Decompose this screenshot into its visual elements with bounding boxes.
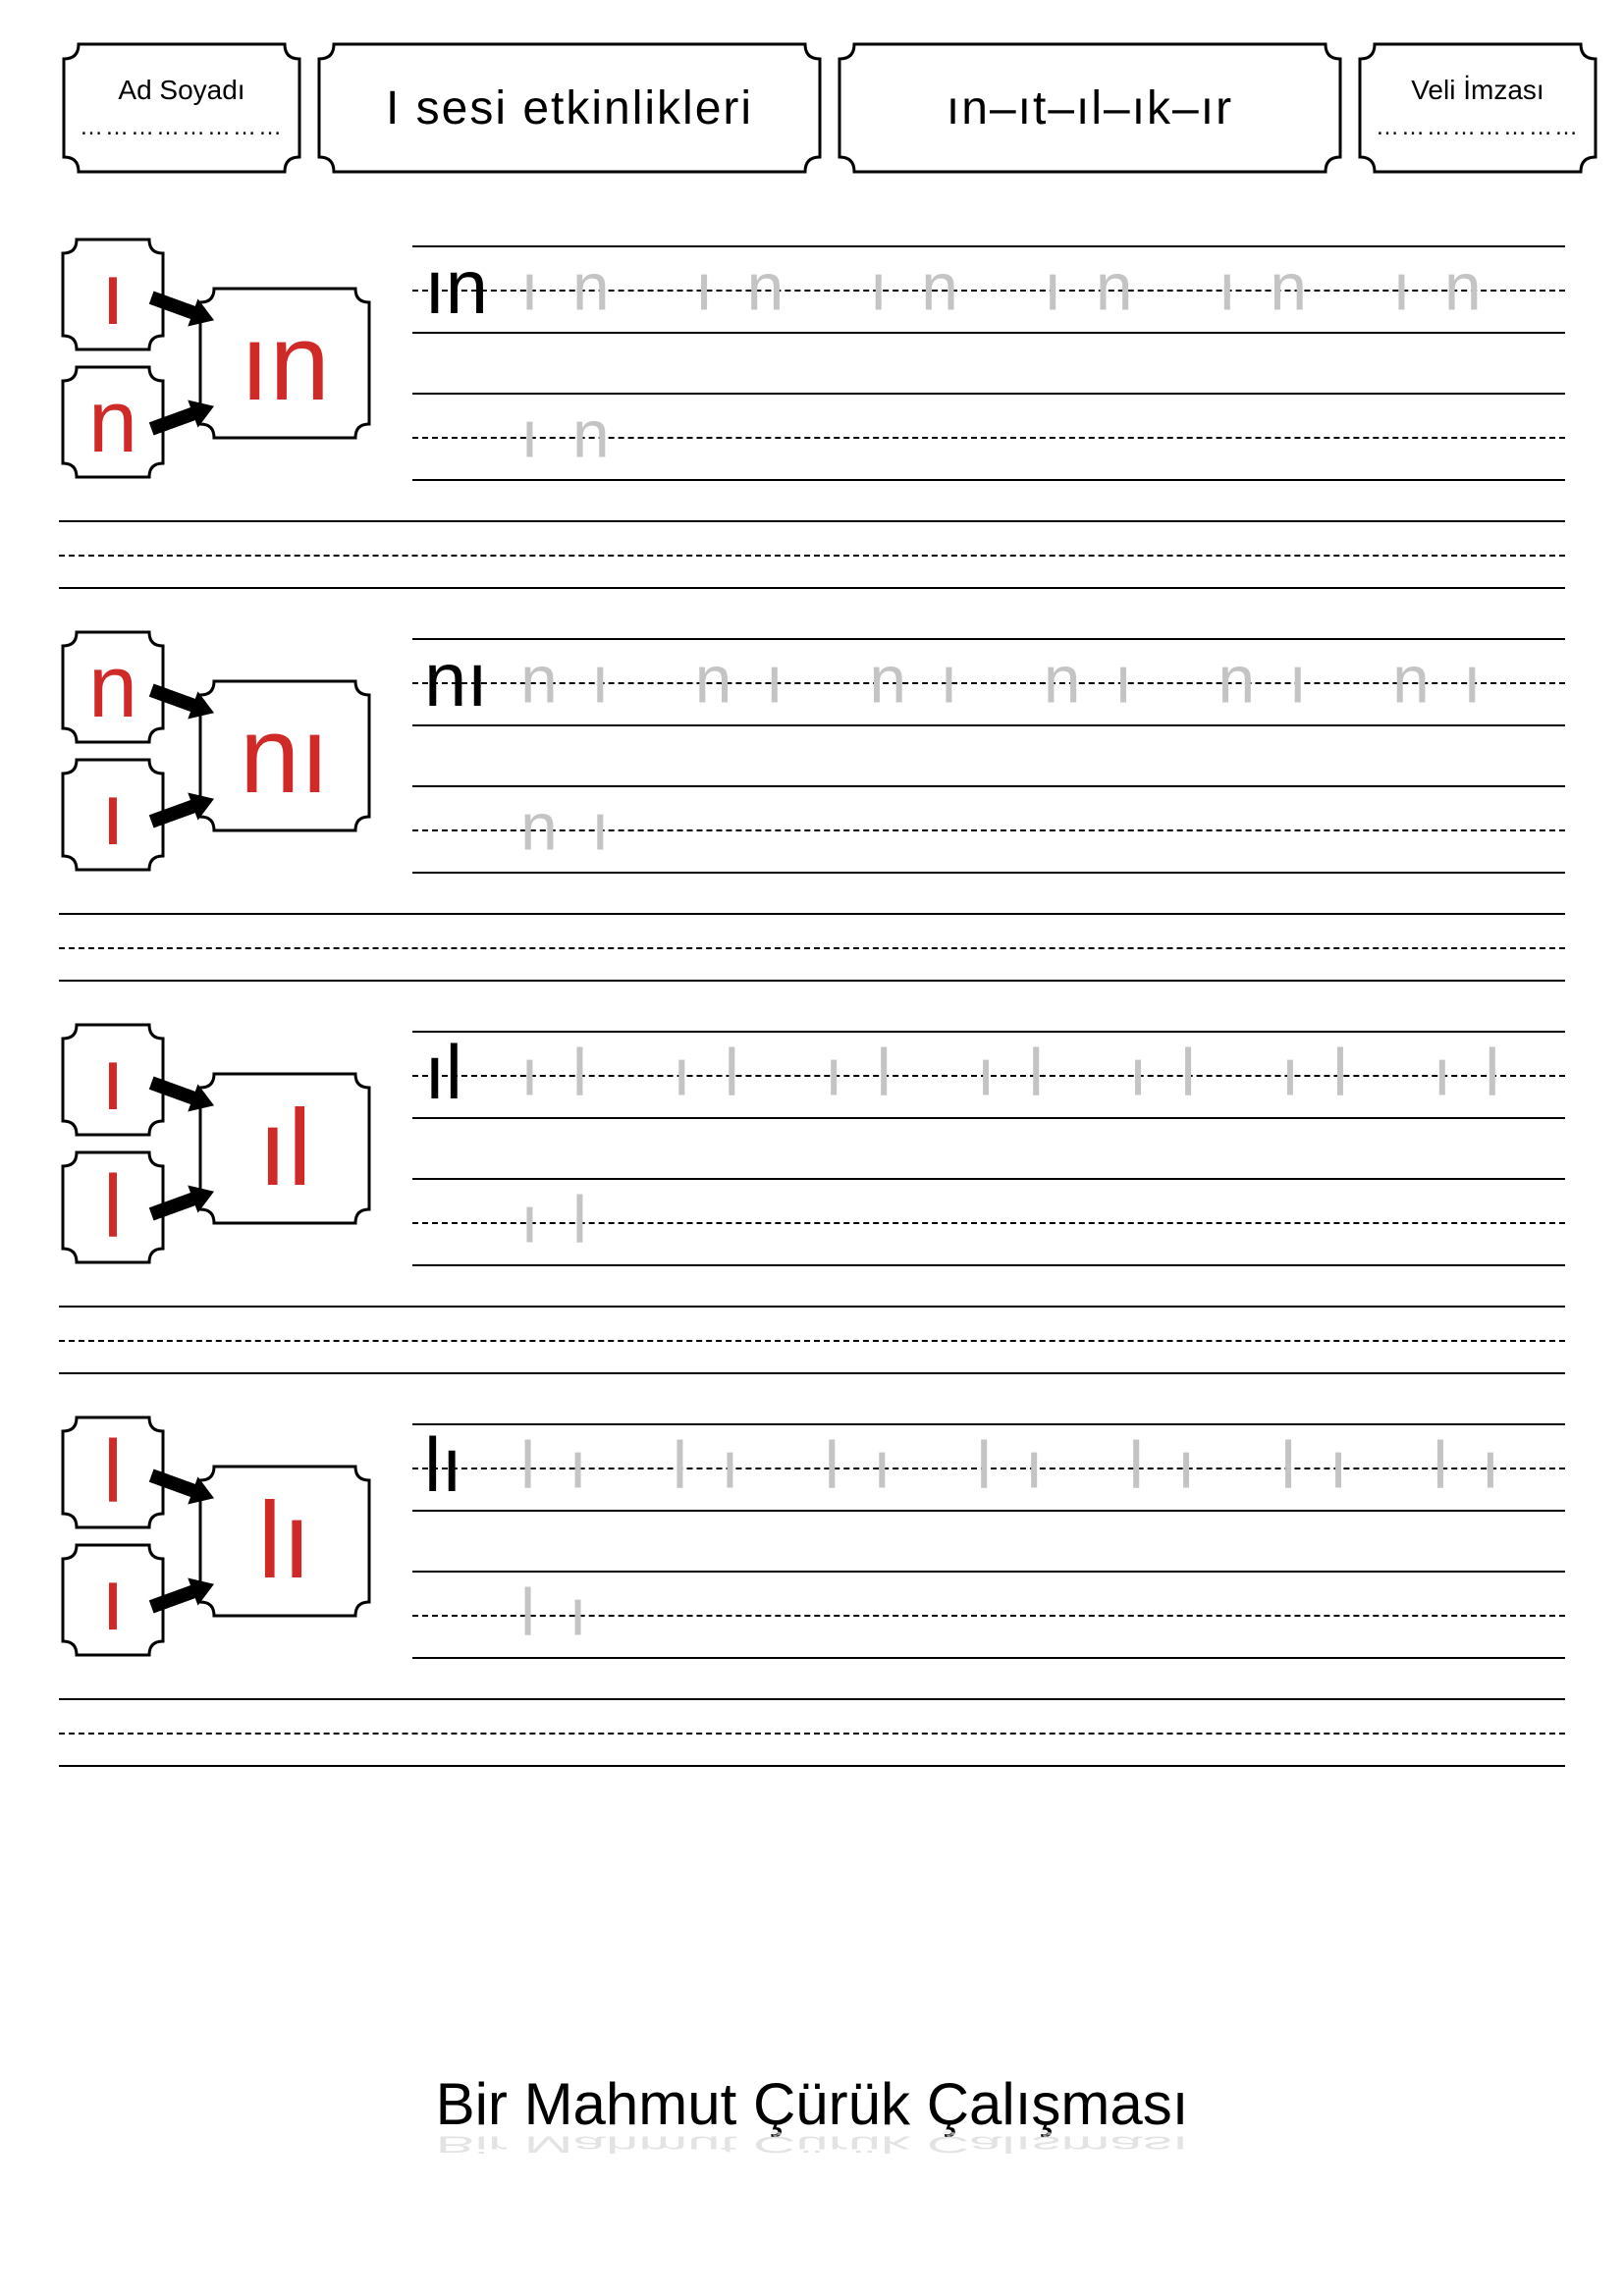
writing-trace: ın	[520, 400, 1555, 467]
combiner-result-box: ın	[196, 285, 373, 442]
letter-combiner: n ı nı	[59, 628, 373, 883]
footer: Bir Mahmut Çürük Çalışması Bir Mahmut Çü…	[0, 2070, 1624, 2178]
writing-trace: lı lı lı lı lı lı lı lı lı lı lı lı lı	[520, 1431, 1555, 1498]
writing-line: nı nı nı nı nı nı nı nı nı nı nı	[412, 638, 1565, 726]
footer-text: Bir Mahmut Çürük Çalışması	[0, 2070, 1624, 2138]
combiner-top-box: n	[59, 628, 167, 746]
combiner-result: nı	[196, 677, 373, 834]
writing-line-long	[59, 1306, 1565, 1374]
combiner-bottom-box: ı	[59, 756, 167, 874]
writing-lead: lı	[424, 1426, 462, 1503]
name-label: Ad Soyadı	[118, 75, 244, 106]
combiner-top-letter: l	[59, 1414, 167, 1531]
writing-column: nı nı nı nı nı nı nı nı nı nı nı nı	[412, 628, 1565, 883]
page-title: I sesi etkinlikleri	[386, 81, 753, 135]
combiner-top-letter: n	[59, 628, 167, 746]
writing-line-long	[59, 520, 1565, 589]
worksheet-section: l ı lı lı lı lı lı l	[59, 1414, 1565, 1767]
combiner-result-box: nı	[196, 677, 373, 834]
ticket-frame-icon	[1355, 39, 1600, 177]
page-subtitle: ın–ıt–ıl–ık–ır	[947, 81, 1233, 135]
writing-column: ın ın ın ın ın ın ın ın ın ın ın ın ın	[412, 236, 1565, 491]
combiner-bottom-letter: n	[59, 363, 167, 481]
writing-trace: lı	[520, 1578, 1555, 1645]
combiner-top-box: ı	[59, 236, 167, 353]
writing-line-long	[59, 913, 1565, 982]
writing-line: ıl ıl ıl ıl ıl ıl ıl ıl ıl ıl ıl ıl ıl ı…	[412, 1031, 1565, 1119]
combiner-result: ıl	[196, 1070, 373, 1227]
combiner-top-box: l	[59, 1414, 167, 1531]
writing-trace: ın ın ın ın ın ın ın ın ın ın ın	[520, 253, 1555, 320]
writing-column: lı lı lı lı lı lı lı lı lı lı lı lı lı l…	[412, 1414, 1565, 1669]
worksheet-section: n ı nı nı nı nı nı n	[59, 628, 1565, 982]
writing-line: lı	[412, 1571, 1565, 1659]
writing-line-long	[59, 1698, 1565, 1767]
combiner-bottom-box: ı	[59, 1541, 167, 1659]
combiner-result: ın	[196, 285, 373, 442]
combiner-result-box: ıl	[196, 1070, 373, 1227]
sign-label: Veli İmzası	[1411, 75, 1543, 106]
header-name-box: Ad Soyadı ……………………	[59, 39, 304, 177]
writing-line: ıl	[412, 1178, 1565, 1266]
header-sign-box: Veli İmzası ……………………	[1355, 39, 1600, 177]
footer-reflection: Bir Mahmut Çürük Çalışması	[0, 2131, 1624, 2159]
worksheet-section: ı l ıl ıl ıl ıl ıl ı	[59, 1021, 1565, 1374]
combiner-result: lı	[196, 1463, 373, 1620]
combiner-top-letter: ı	[59, 1021, 167, 1139]
writing-column: ıl ıl ıl ıl ıl ıl ıl ıl ıl ıl ıl ıl ıl ı…	[412, 1021, 1565, 1276]
writing-trace: ıl ıl ıl ıl ıl ıl ıl ıl ıl ıl ıl ıl ıl	[520, 1039, 1555, 1105]
header-strip: Ad Soyadı …………………… I sesi etkinlikleri ı…	[59, 39, 1565, 177]
writing-line: nı	[412, 785, 1565, 874]
letter-combiner: l ı lı	[59, 1414, 373, 1669]
letter-combiner: ı n ın	[59, 236, 373, 491]
header-title-box: I sesi etkinlikleri	[314, 39, 825, 177]
name-dots: ……………………	[80, 114, 284, 141]
combiner-result-box: lı	[196, 1463, 373, 1620]
writing-trace: nı	[520, 793, 1555, 860]
combiner-top-box: ı	[59, 1021, 167, 1139]
writing-line: ın	[412, 393, 1565, 481]
writing-lead: ın	[424, 248, 488, 325]
writing-line: lı lı lı lı lı lı lı lı lı lı lı lı lı l…	[412, 1423, 1565, 1512]
combiner-top-letter: ı	[59, 236, 167, 353]
writing-trace: ıl	[520, 1186, 1555, 1253]
header-subtitle-box: ın–ıt–ıl–ık–ır	[835, 39, 1345, 177]
sections-container: ı n ın ın ın ın ın ı	[59, 236, 1565, 1767]
writing-trace: nı nı nı nı nı nı nı nı nı nı	[520, 646, 1555, 713]
ticket-frame-icon	[59, 39, 304, 177]
writing-lead: ıl	[424, 1034, 462, 1110]
combiner-bottom-letter: ı	[59, 756, 167, 874]
worksheet-section: ı n ın ın ın ın ın ı	[59, 236, 1565, 589]
combiner-bottom-letter: l	[59, 1148, 167, 1266]
letter-combiner: ı l ıl	[59, 1021, 373, 1276]
combiner-bottom-letter: ı	[59, 1541, 167, 1659]
writing-line: ın ın ın ın ın ın ın ın ın ın ın ın	[412, 245, 1565, 334]
combiner-bottom-box: n	[59, 363, 167, 481]
writing-lead: nı	[424, 641, 488, 718]
combiner-bottom-box: l	[59, 1148, 167, 1266]
sign-dots: ……………………	[1376, 114, 1580, 141]
